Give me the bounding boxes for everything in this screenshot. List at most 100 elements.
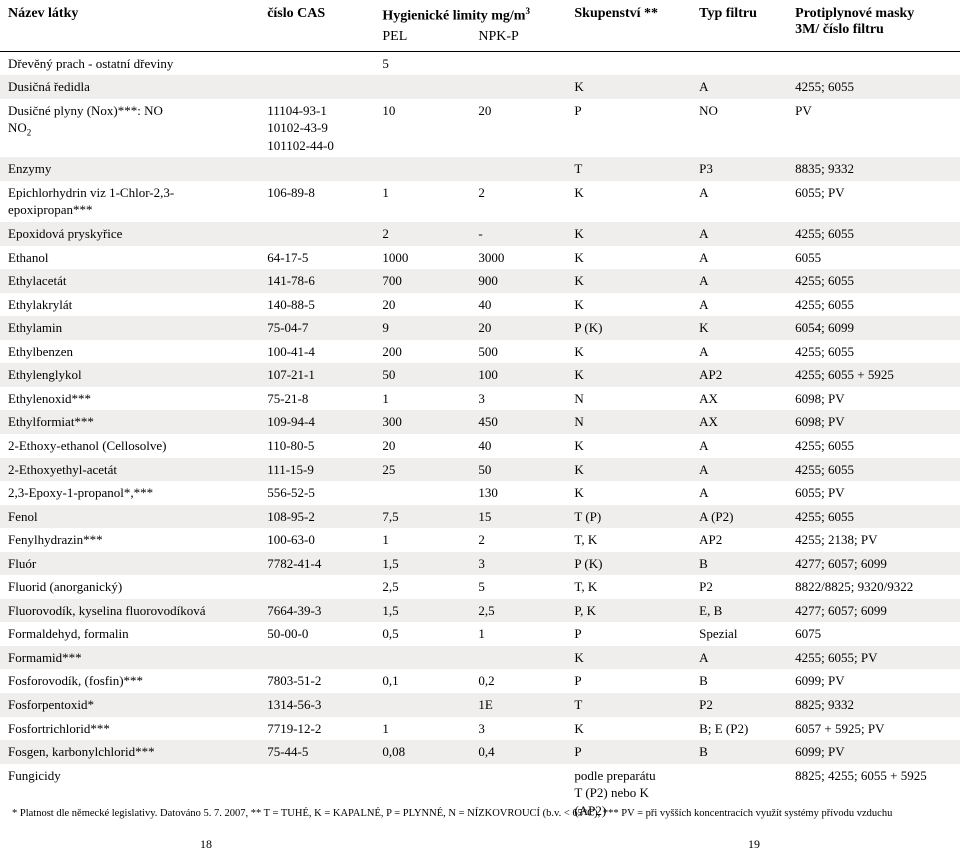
cell-state: K	[566, 434, 691, 458]
cell-filter: B	[691, 669, 787, 693]
cell-mask: 8825; 9332	[787, 693, 960, 717]
cell-npk	[470, 646, 566, 670]
cell-filter: A	[691, 340, 787, 364]
cell-filter: A	[691, 269, 787, 293]
cell-filter: P2	[691, 693, 787, 717]
cell-pel: 700	[374, 269, 470, 293]
table-row: Epichlorhydrin viz 1-Chlor-2,3-epoxiprop…	[0, 181, 960, 222]
cell-filter: AX	[691, 410, 787, 434]
cell-mask: 6099; PV	[787, 740, 960, 764]
cell-state: K	[566, 269, 691, 293]
cell-name: Dusičná ředidla	[0, 75, 259, 99]
cell-npk: 2	[470, 528, 566, 552]
table-row: Epoxidová pryskyřice2-KA4255; 6055	[0, 222, 960, 246]
cell-pel: 25	[374, 458, 470, 482]
cell-state: N	[566, 410, 691, 434]
cell-cas	[259, 646, 374, 670]
cell-state: P (K)	[566, 316, 691, 340]
cell-cas: 109-94-4	[259, 410, 374, 434]
table-row: Fosfortrichlorid***7719-12-213KB; E (P2)…	[0, 717, 960, 741]
cell-state	[566, 51, 691, 75]
col-header-mask: Protiplynové masky3M/ číslo filtru	[787, 0, 960, 51]
cell-filter: B	[691, 552, 787, 576]
cell-state: K	[566, 246, 691, 270]
cell-filter: A	[691, 434, 787, 458]
table-row: 2,3-Epoxy-1-propanol*,***556-52-5130KA60…	[0, 481, 960, 505]
cell-cas	[259, 157, 374, 181]
cell-state: K	[566, 363, 691, 387]
cell-state: K	[566, 481, 691, 505]
cell-pel: 300	[374, 410, 470, 434]
cell-mask: 6098; PV	[787, 410, 960, 434]
cell-filter: A	[691, 458, 787, 482]
cell-name: Ethylacetát	[0, 269, 259, 293]
cell-filter: P3	[691, 157, 787, 181]
cell-npk: 3	[470, 552, 566, 576]
cell-mask	[787, 51, 960, 75]
cell-pel: 50	[374, 363, 470, 387]
cell-mask: 4255; 6055	[787, 75, 960, 99]
cell-name: Ethylenglykol	[0, 363, 259, 387]
footnote-text: * Platnost dle německé legislativy. Dato…	[12, 808, 948, 819]
table-header: Název látky číslo CAS Hygienické limity …	[0, 0, 960, 51]
cell-state: N	[566, 387, 691, 411]
cell-name: Ethanol	[0, 246, 259, 270]
cell-filter	[691, 51, 787, 75]
cell-state: K	[566, 646, 691, 670]
cell-mask: 4255; 2138; PV	[787, 528, 960, 552]
cell-name: 2-Ethoxy-ethanol (Cellosolve)	[0, 434, 259, 458]
cell-npk: 130	[470, 481, 566, 505]
cell-filter: AP2	[691, 363, 787, 387]
cell-mask: 6098; PV	[787, 387, 960, 411]
cell-mask: 4255; 6055	[787, 458, 960, 482]
cell-filter: A	[691, 646, 787, 670]
table-row: Ethylacetát141-78-6700900KA4255; 6055	[0, 269, 960, 293]
cell-name: Ethylenoxid***	[0, 387, 259, 411]
cell-npk: 3000	[470, 246, 566, 270]
cell-mask: 4255; 6055	[787, 293, 960, 317]
cell-mask: 4255; 6055	[787, 269, 960, 293]
cell-npk: 5	[470, 575, 566, 599]
col-subheader-npk: NPK-P	[470, 29, 566, 52]
cell-pel	[374, 75, 470, 99]
table-row: Fenol108-95-27,515T (P)A (P2)4255; 6055	[0, 505, 960, 529]
cell-state: P	[566, 669, 691, 693]
cell-pel: 1	[374, 528, 470, 552]
cell-name: Ethylamin	[0, 316, 259, 340]
col-header-cas: číslo CAS	[259, 0, 374, 51]
table-row: Dřevěný prach - ostatní dřeviny5	[0, 51, 960, 75]
cell-mask: 4255; 6055	[787, 434, 960, 458]
cell-npk: 3	[470, 387, 566, 411]
cell-pel: 0,5	[374, 622, 470, 646]
table-body: Dřevěný prach - ostatní dřeviny5Dusičná …	[0, 51, 960, 822]
cell-state: T	[566, 157, 691, 181]
table-row: Ethylenoxid***75-21-813NAX6098; PV	[0, 387, 960, 411]
cell-npk: 900	[470, 269, 566, 293]
col-subheader-pel: PEL	[374, 29, 470, 52]
cell-name: Fosfortrichlorid***	[0, 717, 259, 741]
cell-pel	[374, 646, 470, 670]
cell-cas: 7719-12-2	[259, 717, 374, 741]
cell-pel: 2,5	[374, 575, 470, 599]
cell-state: P (K)	[566, 552, 691, 576]
cell-state: T	[566, 693, 691, 717]
cell-pel	[374, 157, 470, 181]
cell-cas: 108-95-2	[259, 505, 374, 529]
cell-filter: NO	[691, 99, 787, 158]
cell-cas: 111-15-9	[259, 458, 374, 482]
table-row: Formamid***KA4255; 6055; PV	[0, 646, 960, 670]
table-row: Fosforpentoxid*1314-56-31ETP28825; 9332	[0, 693, 960, 717]
cell-state: K	[566, 181, 691, 222]
cell-state: K	[566, 458, 691, 482]
cell-mask: 4255; 6055	[787, 340, 960, 364]
cell-mask: 6055; PV	[787, 481, 960, 505]
table-row: Fosgen, karbonylchlorid***75-44-50,080,4…	[0, 740, 960, 764]
table-row: 2-Ethoxy-ethanol (Cellosolve)110-80-5204…	[0, 434, 960, 458]
cell-state: P	[566, 99, 691, 158]
cell-mask: 8822/8825; 9320/9322	[787, 575, 960, 599]
cell-filter: AP2	[691, 528, 787, 552]
cell-mask: 4255; 6055 + 5925	[787, 363, 960, 387]
cell-mask: 4255; 6055; PV	[787, 646, 960, 670]
cell-filter: A (P2)	[691, 505, 787, 529]
cell-cas: 50-00-0	[259, 622, 374, 646]
